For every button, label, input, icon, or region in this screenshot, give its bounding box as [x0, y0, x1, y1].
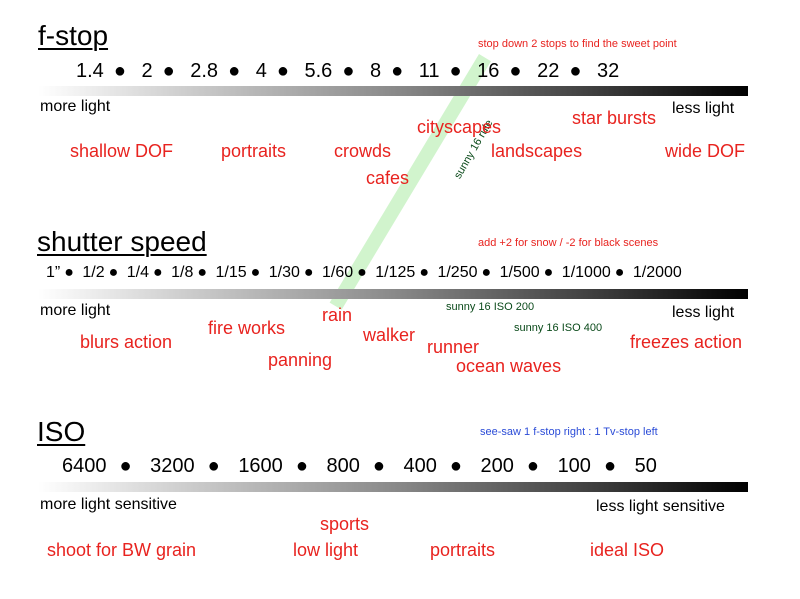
- sunny-16-iso-400: sunny 16 ISO 400: [514, 322, 603, 334]
- bullet-icon: ●: [108, 264, 119, 281]
- use-rain: rain: [322, 305, 353, 325]
- iso-value: 50: [634, 455, 657, 477]
- bullet-icon: ●: [119, 455, 132, 477]
- bullet-icon: ●: [481, 264, 492, 281]
- iso-note: see-saw 1 f-stop right : 1 Tv-stop left: [480, 426, 658, 438]
- bullet-icon: ●: [357, 264, 367, 281]
- bullet-icon: ●: [569, 60, 582, 82]
- fstop-value: 32: [596, 60, 620, 82]
- shutter-value: 1/30: [268, 264, 300, 281]
- fstop-value: 5.6: [304, 60, 333, 82]
- shutter-value: 1/60: [322, 264, 354, 281]
- bullet-icon: ●: [372, 455, 385, 477]
- fstop-title: f-stop: [38, 20, 109, 51]
- use-walker: walker: [363, 325, 416, 345]
- fstop-value: 2: [141, 60, 153, 82]
- sunny-16-iso-200: sunny 16 ISO 200: [446, 301, 535, 313]
- use-shallow-dof: shallow DOF: [70, 141, 174, 161]
- bullet-icon: ●: [162, 60, 175, 82]
- bullet-icon: ●: [614, 264, 625, 281]
- fstop-gradient-bar: [38, 86, 748, 96]
- use-panning: panning: [268, 350, 333, 370]
- fstop-scale: 1.4 ● 2 ● 2.8 ● 4 ● 5.6 ● 8 ● 11 ● 16 ● 22 ● 32: [76, 60, 619, 83]
- shutter-note: add +2 for snow / -2 for black scenes: [478, 237, 659, 249]
- use-star-bursts: star bursts: [572, 108, 657, 128]
- iso-value: 200: [480, 455, 514, 477]
- use-bw-grain: shoot for BW grain: [47, 540, 197, 560]
- fstop-value: 1.4: [76, 60, 104, 82]
- iso-value: 6400: [62, 455, 107, 477]
- iso-value: 100: [557, 455, 591, 477]
- shutter-value: 1/1000: [561, 264, 611, 281]
- bullet-icon: ●: [449, 455, 462, 477]
- bullet-icon: ●: [197, 264, 208, 281]
- shutter-value: 1/250: [437, 264, 478, 281]
- bullet-icon: ●: [152, 264, 163, 281]
- iso-value: 800: [326, 455, 360, 477]
- use-portraits: portraits: [221, 141, 287, 161]
- iso-more-light-sensitive: more light sensitive: [40, 496, 177, 513]
- fstop-note: stop down 2 stops to find the sweet poin…: [478, 38, 677, 50]
- bullet-icon: ●: [509, 60, 522, 82]
- fstop-value: 8: [369, 60, 382, 82]
- fstop-value: 2.8: [190, 60, 219, 82]
- use-landscapes: landscapes: [491, 141, 583, 161]
- bullet-icon: ●: [526, 455, 539, 477]
- bullet-icon: ●: [113, 60, 126, 82]
- fstop-value: 16: [477, 60, 500, 82]
- shutter-value: 1/2: [82, 264, 105, 281]
- use-sports: sports: [320, 514, 370, 534]
- shutter-value: 1/2000: [632, 264, 682, 281]
- bullet-icon: ●: [303, 264, 314, 281]
- bullet-icon: ●: [207, 455, 220, 477]
- iso-less-light-sensitive: less light sensitive: [596, 498, 725, 515]
- shutter-value: 1/8: [171, 264, 194, 281]
- use-fire-works: fire works: [208, 318, 286, 338]
- use-ideal-iso: ideal ISO: [590, 540, 665, 560]
- use-cityscapes: cityscapes: [417, 117, 502, 137]
- fstop-less-light: less light: [672, 100, 735, 117]
- shutter-more-light: more light: [40, 302, 111, 319]
- fstop-value: 22: [537, 60, 560, 82]
- iso-title: ISO: [37, 416, 86, 447]
- use-runner: runner: [427, 337, 480, 357]
- shutter-value: 1/15: [215, 264, 247, 281]
- iso-scale: 6400 ● 3200 ● 1600 ● 800 ● 400 ● 200 ● 100 ● 50: [62, 455, 657, 478]
- use-ocean-waves: ocean waves: [456, 356, 562, 376]
- shutter-value: 1/4: [126, 264, 149, 281]
- bullet-icon: ●: [295, 455, 308, 477]
- bullet-icon: ●: [276, 60, 289, 82]
- shutter-value: 1/125: [375, 264, 416, 281]
- use-crowds: crowds: [334, 141, 392, 161]
- bullet-icon: ●: [603, 455, 617, 477]
- bullet-icon: ●: [391, 60, 404, 82]
- iso-value: 400: [403, 455, 437, 477]
- shutter-less-light: less light: [672, 304, 735, 321]
- bullet-icon: ●: [543, 264, 554, 281]
- shutter-title: shutter speed: [37, 226, 207, 257]
- fstop-more-light: more light: [40, 98, 111, 115]
- use-iso-portraits: portraits: [430, 540, 496, 560]
- use-cafes: cafes: [366, 168, 410, 188]
- bullet-icon: ●: [449, 60, 462, 82]
- shutter-gradient-bar: [38, 289, 748, 299]
- shutter-value: 1/500: [499, 264, 540, 281]
- bullet-icon: ●: [342, 60, 355, 82]
- fstop-value: 11: [418, 60, 440, 82]
- shutter-value: 1”: [46, 264, 61, 281]
- use-wide-dof: wide DOF: [665, 141, 746, 161]
- bullet-icon: ●: [419, 264, 429, 281]
- iso-gradient-bar: [38, 482, 748, 492]
- bullet-icon: ●: [250, 264, 261, 281]
- use-low-light: low light: [293, 540, 359, 560]
- fstop-value: 4: [255, 60, 267, 82]
- iso-value: 3200: [150, 455, 195, 477]
- iso-value: 1600: [238, 455, 283, 477]
- use-freezes-action: freezes action: [630, 332, 743, 352]
- bullet-icon: ●: [228, 60, 241, 82]
- shutter-scale: 1” ● 1/2 ● 1/4 ● 1/8 ● 1/15 ● 1/30 ● 1/60 ● 1/1…: [46, 264, 682, 282]
- use-blurs-action: blurs action: [80, 332, 173, 352]
- bullet-icon: ●: [64, 264, 74, 281]
